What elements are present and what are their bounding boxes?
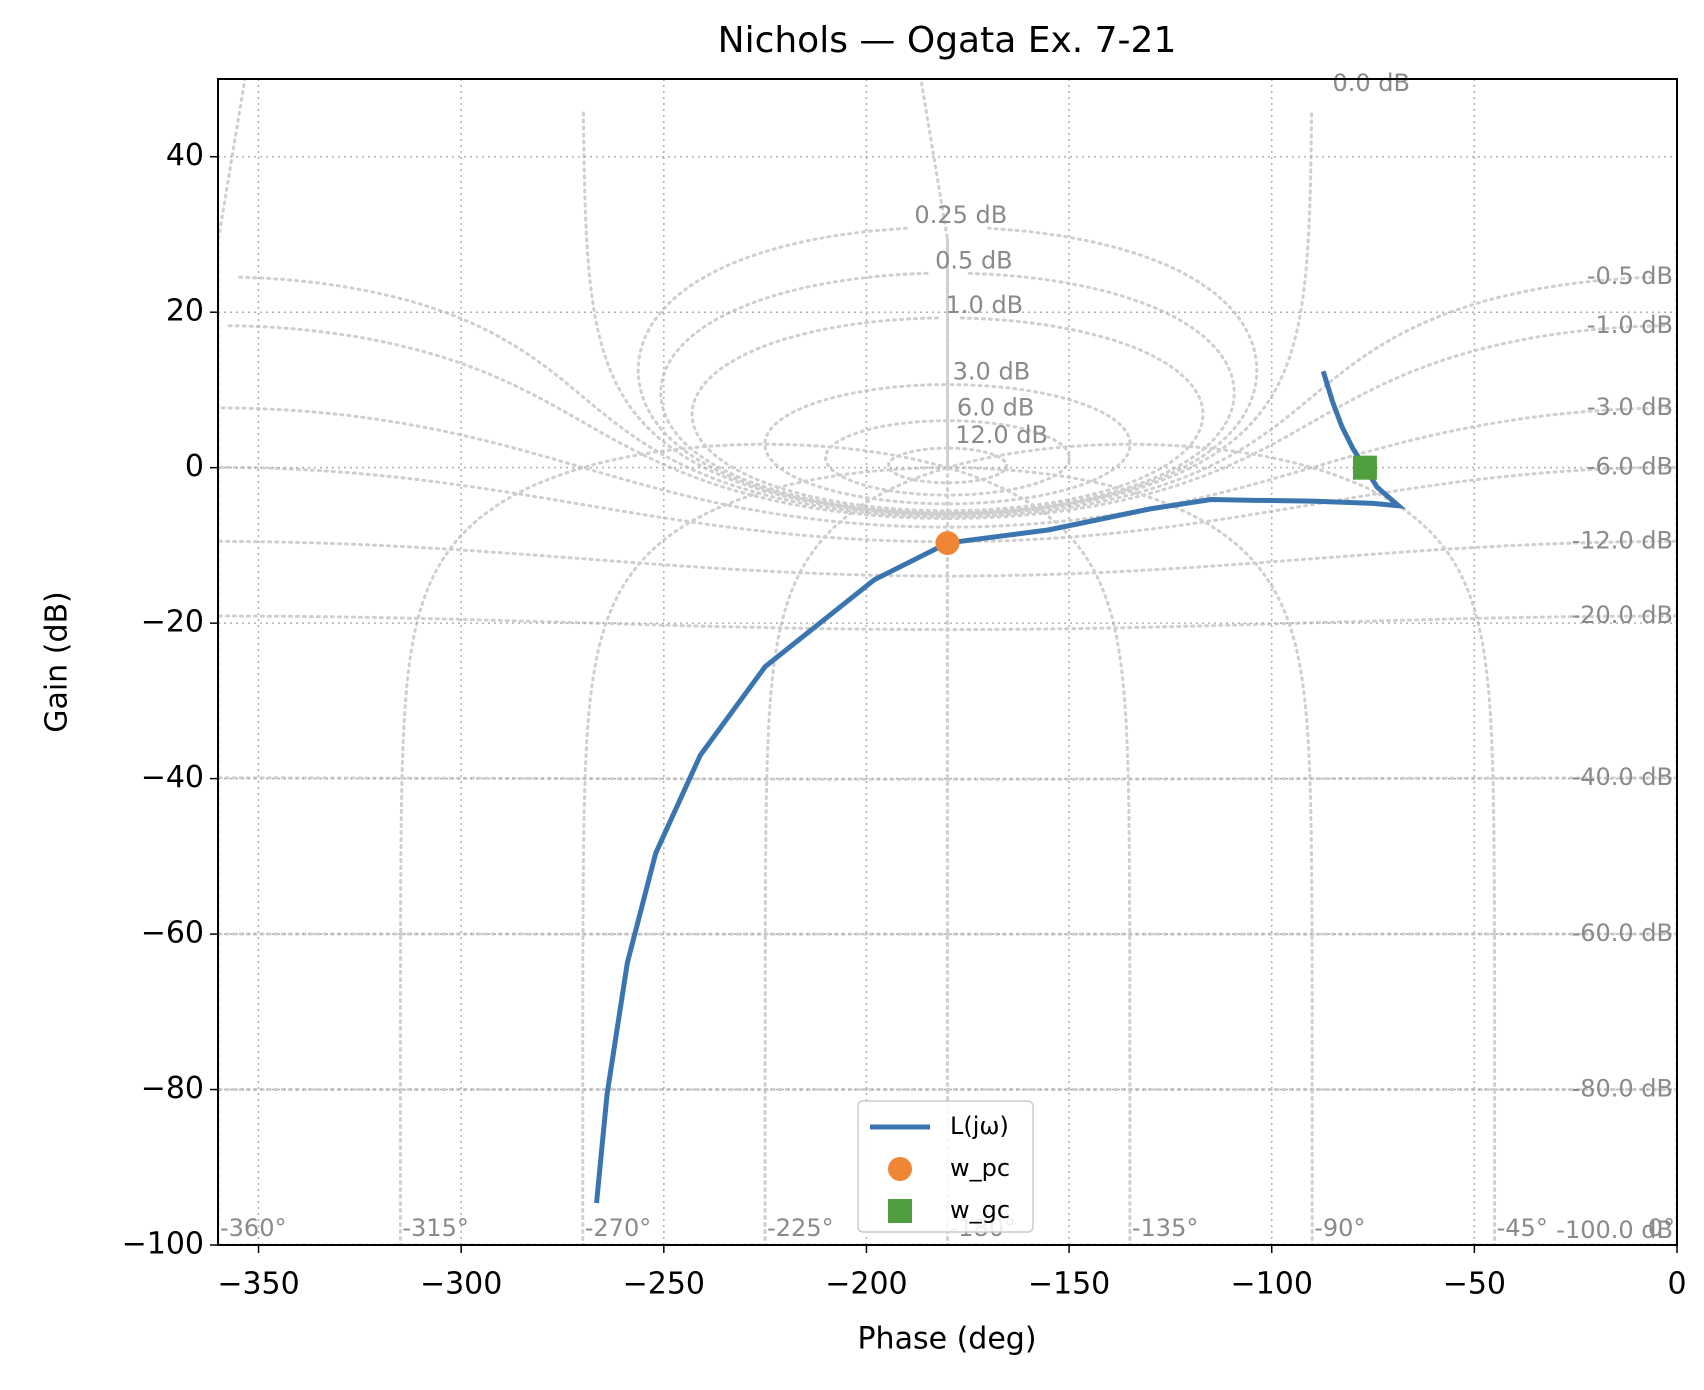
m-contour xyxy=(763,383,1132,506)
m-contour-label: -3.0 dB xyxy=(1587,393,1673,421)
m-contour-label: 1.0 dB xyxy=(946,291,1024,319)
n-contour xyxy=(946,466,1132,1245)
y-tick-label: 20 xyxy=(166,294,204,329)
m-contour xyxy=(227,324,1668,520)
m-contour-label: 6.0 dB xyxy=(957,394,1035,422)
x-tick-label: −100 xyxy=(1231,1267,1313,1302)
y-tick-label: −20 xyxy=(141,605,204,640)
m-contour-label: -0.5 dB xyxy=(1587,262,1673,290)
m-contour-label: 12.0 dB xyxy=(955,421,1048,449)
y-tick-label: −40 xyxy=(141,760,204,795)
m-contour-label: -40.0 dB xyxy=(1572,763,1673,791)
m-contour-label: 0.25 dB xyxy=(914,201,1007,229)
x-tick-label: −200 xyxy=(825,1267,907,1302)
n-contour-label: -360° xyxy=(220,1214,286,1242)
m-contour-label: 0.5 dB xyxy=(935,246,1013,274)
legend-label: w_gc xyxy=(950,1196,1010,1224)
m-contour xyxy=(659,271,1236,515)
x-axis-label: Phase (deg) xyxy=(857,1322,1036,1357)
n-contour-label: -45° xyxy=(1497,1214,1548,1242)
n-contour-label: -225° xyxy=(767,1214,833,1242)
legend-marker xyxy=(888,1157,912,1181)
x-tick-label: −350 xyxy=(217,1267,299,1302)
m-contour xyxy=(220,406,1675,529)
m-contour-label: -12.0 dB xyxy=(1572,526,1673,554)
n-contour-label: 0° xyxy=(1648,1214,1675,1242)
y-tick-label: −100 xyxy=(122,1227,204,1262)
m-contour xyxy=(636,226,1259,515)
plot-area xyxy=(218,79,1677,1245)
n-contour xyxy=(946,466,1314,1245)
legend-label: L(jω) xyxy=(950,1112,1009,1140)
m-contour xyxy=(218,539,1677,578)
m-contour-label: -80.0 dB xyxy=(1572,1075,1673,1103)
x-tick-label: −150 xyxy=(1028,1267,1110,1302)
marker xyxy=(1352,455,1377,480)
x-tick-label: −250 xyxy=(623,1267,705,1302)
m-contour xyxy=(218,465,1677,544)
marker xyxy=(935,531,960,556)
series-line xyxy=(594,370,1407,1204)
m-contour-label: -6.0 dB xyxy=(1587,452,1673,480)
n-contour-label: -90° xyxy=(1314,1214,1365,1242)
m-contour-label: 0.0 dB xyxy=(1333,69,1411,97)
m-contour-label: -100.0 dB xyxy=(1556,1216,1673,1244)
legend-marker xyxy=(888,1199,912,1223)
m-contour-label: 3.0 dB xyxy=(953,358,1031,386)
m-contour-label: -60.0 dB xyxy=(1572,919,1673,947)
n-contour-label: -270° xyxy=(585,1214,651,1242)
n-contour xyxy=(946,237,1677,1245)
y-tick-label: 0 xyxy=(185,449,204,484)
chart-title: Nichols — Ogata Ex. 7-21 xyxy=(718,20,1177,61)
x-tick-label: −50 xyxy=(1443,1267,1506,1302)
axes-frame xyxy=(217,78,1678,1246)
n-contour xyxy=(946,442,1497,1245)
n-contour xyxy=(763,466,949,1245)
y-tick-label: 40 xyxy=(166,138,204,173)
legend-label: w_pc xyxy=(950,1154,1010,1182)
y-tick-label: −80 xyxy=(141,1071,204,1106)
x-tick-label: −300 xyxy=(420,1267,502,1302)
n-contour-label: -135° xyxy=(1132,1214,1198,1242)
y-tick-label: −60 xyxy=(141,916,204,951)
y-axis-label: Gain (dB) xyxy=(40,591,75,733)
n-contour-label: -315° xyxy=(402,1214,468,1242)
m-contour-label: -20.0 dB xyxy=(1572,601,1673,629)
m-contour-label: -1.0 dB xyxy=(1587,311,1673,339)
m-contour xyxy=(887,446,1008,485)
x-tick-label: 0 xyxy=(1667,1267,1686,1302)
